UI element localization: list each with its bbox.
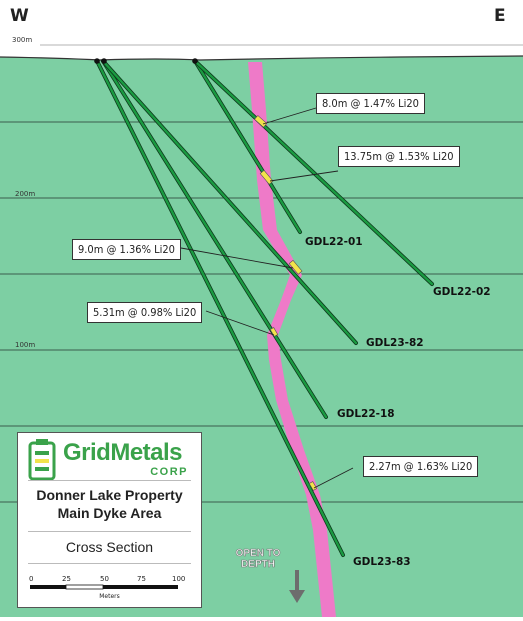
elevation-label-300: 300m <box>12 36 33 44</box>
open-to-depth-line2: DEPTH <box>241 559 276 571</box>
open-to-depth-arrow <box>289 570 305 603</box>
scale-tick-label: 100 <box>172 575 186 583</box>
drill-hole-gdl22-01 <box>193 59 302 234</box>
collar-dot <box>94 58 100 64</box>
elevation-label-200: 200m <box>15 190 36 198</box>
drill-holes <box>95 59 434 557</box>
logo-wordmark: GridMetals <box>63 439 183 466</box>
intercept-marker <box>259 169 274 185</box>
divider <box>28 563 191 564</box>
collar-dot <box>192 58 198 64</box>
collar-dot <box>101 58 107 64</box>
title-block: GridMetals CORP Donner Lake Property Mai… <box>17 432 202 608</box>
intercept-marker <box>308 481 318 491</box>
collars <box>94 58 198 64</box>
drill-hole-gdl23-82 <box>101 59 358 345</box>
scale-tick-label: 50 <box>100 575 109 583</box>
leader-line <box>313 467 354 489</box>
hole-label: GDL22-02 <box>433 286 491 298</box>
assay-callout: 8.0m @ 1.47% Li20 <box>316 93 425 114</box>
scale-bar <box>30 584 178 590</box>
scale-tick-label: 75 <box>137 575 146 583</box>
area-name: Main Dyke Area <box>57 505 162 521</box>
assay-callout: 9.0m @ 1.36% Li20 <box>72 239 181 260</box>
leader-line <box>269 170 339 182</box>
hole-label: GDL22-01 <box>305 236 363 248</box>
scale-tick-label: 25 <box>62 575 71 583</box>
assay-callout: 2.27m @ 1.63% Li20 <box>363 456 479 477</box>
leader-line <box>205 310 275 336</box>
pegmatite-dyke <box>248 62 336 617</box>
section-title: Cross Section <box>65 539 154 555</box>
leader-line <box>180 247 294 269</box>
scale-unit-label: Meters <box>99 593 120 600</box>
gridmetals-logo-icon <box>28 439 56 481</box>
drill-hole-gdl23-83 <box>95 59 345 557</box>
open-to-depth-line1: OPEN TO <box>235 548 281 560</box>
hole-label: GDL22-18 <box>337 408 395 420</box>
leader-lines <box>180 107 354 489</box>
property-name: Donner Lake Property <box>36 487 183 503</box>
assay-callout: 13.75m @ 1.53% Li20 <box>338 146 460 167</box>
leader-line <box>262 107 317 125</box>
drill-hole-gdl22-02 <box>193 59 434 286</box>
intercept-marker <box>254 115 268 128</box>
intercepts <box>254 115 318 491</box>
intercept-marker <box>288 259 303 275</box>
scale-tick-label: 0 <box>29 575 34 583</box>
open-to-depth-label: OPEN TO DEPTH <box>226 548 290 571</box>
divider <box>28 531 191 532</box>
surface-line <box>0 55 523 61</box>
logo-corp: CORP <box>150 466 188 478</box>
elevation-label-100: 100m <box>15 341 36 349</box>
intercept-marker <box>269 327 279 337</box>
east-label: E <box>494 6 506 26</box>
arrow-head <box>289 590 305 603</box>
hole-label: GDL23-82 <box>366 337 424 349</box>
assay-callout: 5.31m @ 0.98% Li20 <box>87 302 203 323</box>
divider <box>28 480 191 481</box>
hole-label: GDL23-83 <box>353 556 411 568</box>
drill-hole-gdl22-18 <box>101 59 328 419</box>
west-label: W <box>10 6 29 26</box>
